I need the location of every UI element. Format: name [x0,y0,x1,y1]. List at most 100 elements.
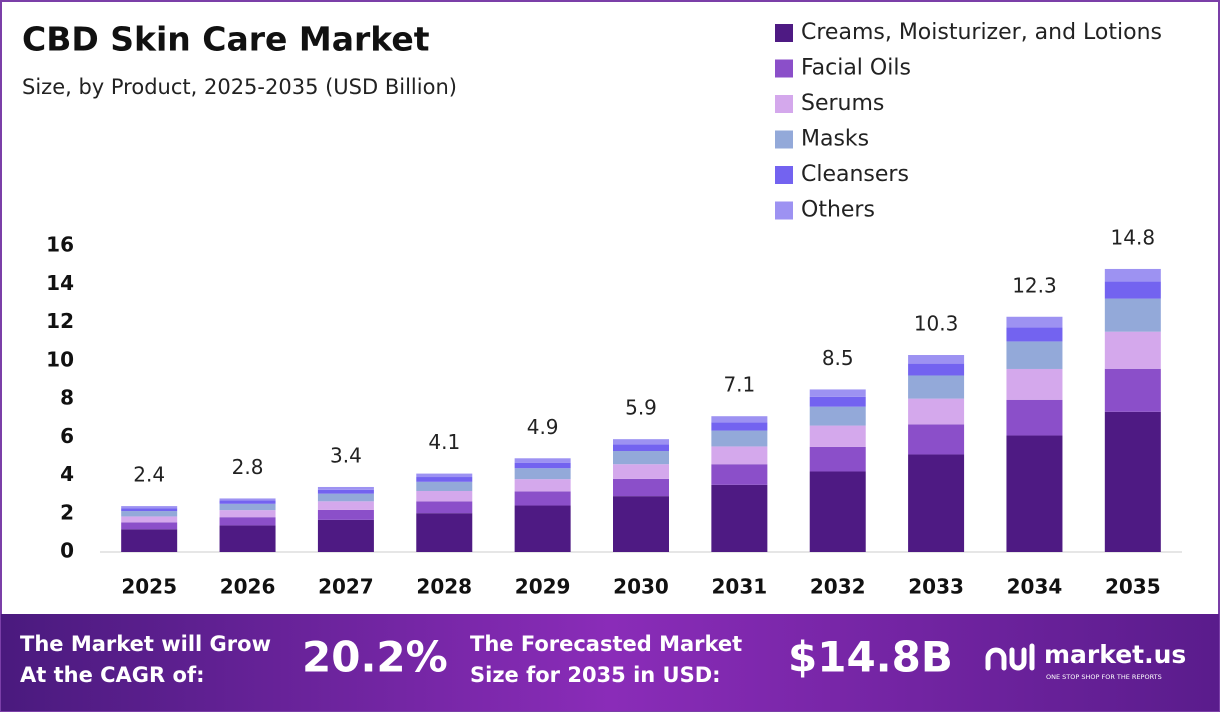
legend-label: Masks [801,127,869,152]
bar-segment [1006,435,1063,552]
bar-segment [1104,268,1161,282]
bar-segment [219,525,276,552]
bar-segment [219,517,276,526]
brand-tagline: ONE STOP SHOP FOR THE REPORTS [1046,673,1162,681]
bar-segment [613,444,669,452]
legend-swatch [775,130,793,149]
bar-segment [809,396,866,407]
chart-title: CBD Skin Care Market [22,20,430,59]
legend-label: Facial Oils [801,56,911,81]
bar-segment [613,439,669,445]
bar-segment [908,355,965,364]
bar-segment [317,486,374,490]
bar-segment [908,454,965,552]
bar-segment [416,513,473,552]
bar-segment [1006,341,1063,369]
bar-segment [1104,298,1161,332]
bar-segment [613,451,669,465]
bar-segment [514,491,571,506]
bar-segment [1006,399,1063,436]
bar-segment [514,458,571,463]
footer-text: At the CAGR of: [20,663,205,687]
legend-swatch [775,24,793,42]
bar-segment [1006,327,1063,342]
bar-segment [809,425,866,447]
bar-segment [416,481,473,491]
total-label: 2.8 [232,455,264,479]
total-label: 4.9 [527,415,559,439]
bar-segment [416,490,473,502]
legend-label: Serums [801,91,884,116]
bar-segment [908,398,965,425]
bar-segment [711,416,768,423]
bar-segment [121,508,178,512]
bar-segment [809,389,866,397]
bar-segment [514,479,571,492]
legend-label: Cleansers [801,162,909,187]
y-tick-label: 4 [60,462,74,486]
bar-segment [1104,368,1161,412]
y-tick-label: 14 [46,271,74,295]
y-tick-label: 6 [60,424,74,448]
x-tick-label: 2029 [515,575,571,599]
total-label: 7.1 [723,373,755,397]
y-tick-label: 16 [46,233,74,257]
bar-segment [1104,411,1161,552]
x-tick-label: 2034 [1007,575,1063,599]
bar-segment [711,422,768,431]
bar-segment [711,430,768,447]
bar-segment [1104,331,1161,369]
footer-band [1,614,1219,711]
bar-segment [317,519,374,552]
bar-segment [809,406,866,426]
total-label: 14.8 [1111,225,1156,249]
x-tick-label: 2033 [908,575,964,599]
bar-segment [219,500,276,504]
x-tick-label: 2031 [712,575,768,599]
bar-segment [1006,368,1063,400]
legend-swatch [775,95,793,113]
legend-label: Others [801,198,875,223]
bar-segment [613,496,669,552]
bar-segment [317,501,374,510]
bar-segment [809,471,866,552]
chart-subtitle: Size, by Product, 2025-2035 (USD Billion… [22,75,457,99]
bar-segment [1006,316,1063,328]
forecast-value: $14.8B [788,633,953,682]
y-tick-label: 8 [60,386,74,410]
x-tick-label: 2030 [613,575,669,599]
bar-segment [809,446,866,472]
bar-segment [219,510,276,518]
legend-swatch [775,201,793,220]
footer-text: Size for 2035 in USD: [470,663,721,687]
bar-segment [121,511,178,517]
bar-segment [514,468,571,480]
footer-text: The Forecasted Market [470,632,742,656]
y-tick-label: 12 [46,309,74,333]
bar-segment [908,424,965,455]
plot: 0 2 4 6 8 10 12 14 16 2.4 2025 2.8 2026 3.4 2027 4.1 202… [46,225,1182,599]
x-tick-label: 2028 [416,575,472,599]
bar-segment [514,505,571,552]
bar-segment [613,464,669,479]
bar-segment [317,489,374,494]
bar-segment [219,503,276,511]
bar-segment [317,509,374,520]
cagr-value: 20.2% [302,633,448,682]
brand-logo [985,643,1035,671]
bar-segment [711,464,768,485]
bar-segment [711,446,768,465]
bar-segment [317,493,374,502]
total-label: 10.3 [914,312,959,336]
total-label: 4.1 [428,430,460,454]
bar-segment [121,506,178,509]
legend: Creams, Moisturizer, and Lotions Facial O… [775,20,1162,223]
total-label: 3.4 [330,443,362,467]
bar-segment [121,529,178,552]
bar-segment [908,363,965,376]
total-label: 5.9 [625,396,657,420]
y-tick-label: 10 [46,347,74,371]
bar-segment [908,375,965,399]
